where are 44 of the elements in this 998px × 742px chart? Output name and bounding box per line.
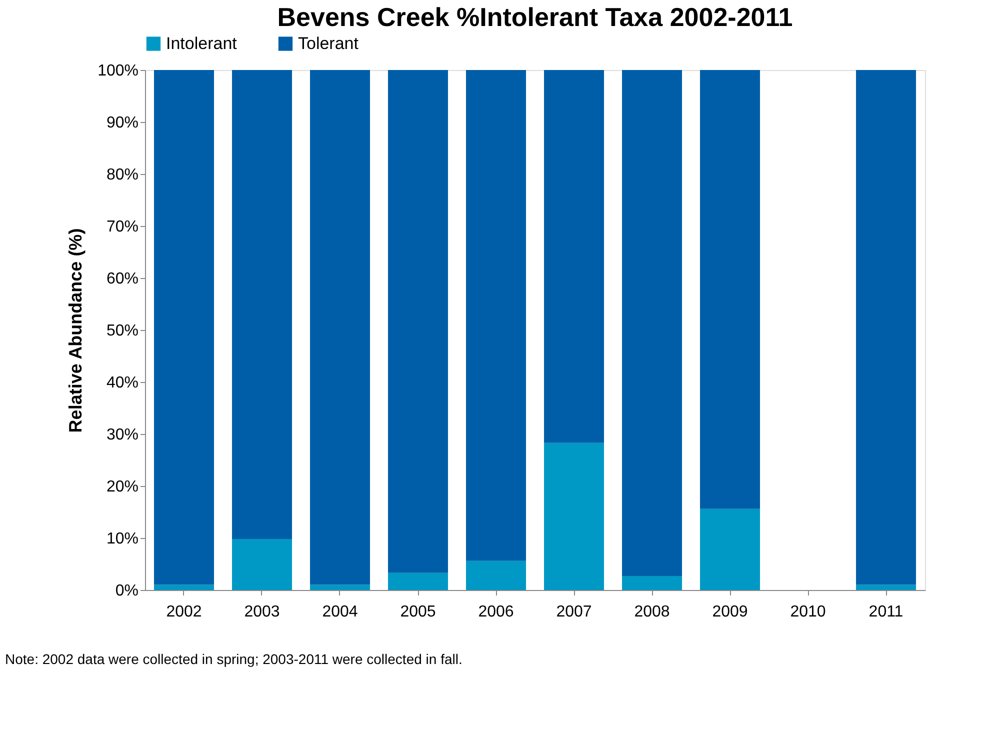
x-tick-label: 2005 bbox=[400, 604, 436, 620]
bar bbox=[856, 584, 916, 590]
x-tick-label: 2003 bbox=[244, 604, 280, 620]
x-tick-label: 2009 bbox=[712, 604, 748, 620]
bar bbox=[856, 70, 916, 585]
y-tick-label: 20% bbox=[106, 478, 138, 496]
bar bbox=[544, 70, 604, 443]
x-tick-label: 2011 bbox=[868, 604, 904, 620]
x-tick-label: 2004 bbox=[322, 604, 358, 620]
x-tick-label: 2007 bbox=[556, 604, 592, 620]
y-tick-label: 70% bbox=[106, 218, 138, 236]
legend-label: Intolerant bbox=[166, 34, 238, 53]
bar bbox=[466, 70, 526, 561]
y-tick-label: 60% bbox=[106, 270, 138, 288]
bar bbox=[544, 442, 604, 590]
x-tick-label: 2008 bbox=[634, 604, 670, 620]
bar bbox=[232, 70, 292, 540]
y-axis-title: Relative Abundance (%) bbox=[66, 228, 86, 433]
y-tick-label: 40% bbox=[106, 374, 138, 392]
x-tick-label: 2010 bbox=[790, 604, 826, 620]
chart-title: Bevens Creek %Intolerant Taxa 2002-2011 bbox=[277, 2, 793, 32]
y-tick-label: 80% bbox=[106, 166, 138, 184]
y-tick-label: 10% bbox=[106, 530, 138, 548]
x-tick-label: 2002 bbox=[166, 604, 202, 620]
bar bbox=[388, 70, 448, 573]
y-tick-label: 0% bbox=[115, 582, 138, 600]
bar bbox=[310, 584, 370, 590]
bar bbox=[466, 560, 526, 590]
legend-label: Tolerant bbox=[298, 34, 359, 53]
text: Note: 2002 data were collected in spring; 2003-2011 were collected in fall. bbox=[5, 651, 462, 667]
bar bbox=[622, 576, 682, 590]
y-tick-label: 30% bbox=[106, 426, 138, 444]
bar bbox=[700, 70, 760, 509]
bar bbox=[622, 70, 682, 576]
y-tick-label: 90% bbox=[106, 114, 138, 132]
bar bbox=[154, 584, 214, 590]
y-tick-label: 50% bbox=[106, 322, 138, 340]
bar bbox=[388, 572, 448, 590]
x-tick-label: 2006 bbox=[478, 604, 514, 620]
bar bbox=[232, 539, 292, 590]
y-tick-label: 100% bbox=[98, 62, 138, 80]
bar bbox=[310, 70, 370, 585]
bar bbox=[700, 508, 760, 590]
bar bbox=[154, 70, 214, 585]
